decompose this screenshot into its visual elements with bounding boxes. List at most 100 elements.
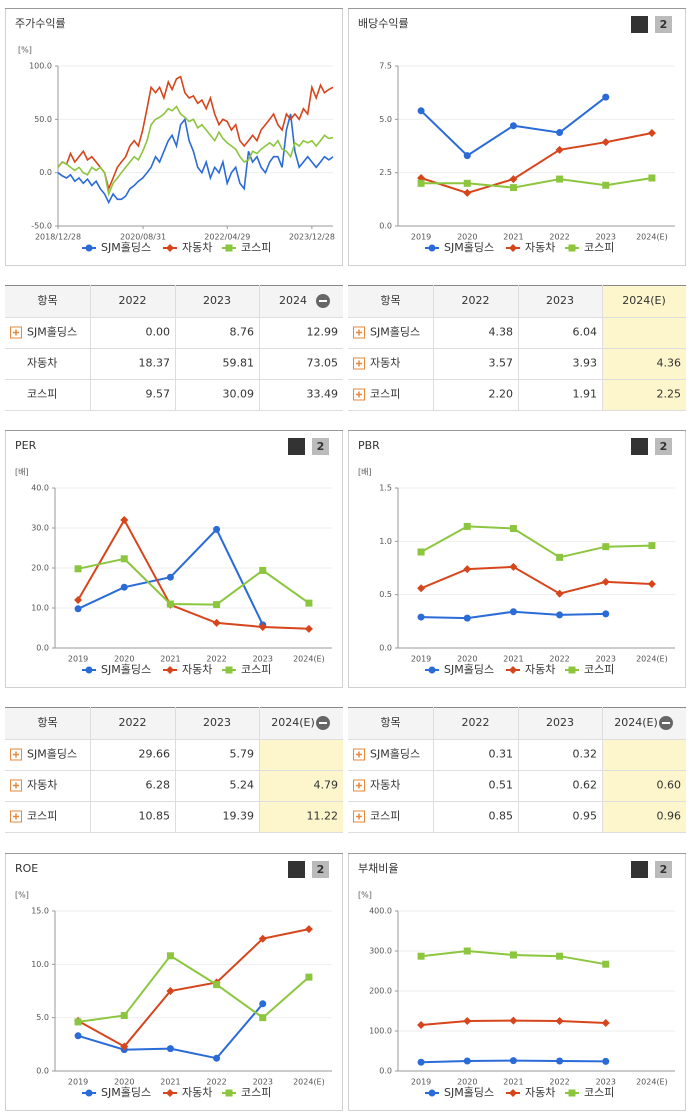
marker xyxy=(166,1089,174,1097)
marker xyxy=(417,613,425,621)
cell-value: 0.32 xyxy=(573,748,598,761)
chart-title: ROE xyxy=(15,862,38,875)
row-name: 자동차 xyxy=(27,779,57,792)
page-button[interactable] xyxy=(655,861,672,878)
y-tick-label: 0.0 xyxy=(36,644,49,653)
cell-value: 5.79 xyxy=(230,748,255,761)
marker xyxy=(120,583,128,591)
cell-value: 2.25 xyxy=(657,388,682,401)
marker xyxy=(166,987,175,995)
y-tick-label: 0.0 xyxy=(39,168,52,177)
legend-label: SJM홀딩스 xyxy=(101,1086,151,1099)
legend-label: SJM홀딩스 xyxy=(444,1086,494,1099)
cell-value: 4.79 xyxy=(314,779,339,792)
highlight xyxy=(259,739,343,832)
page-button[interactable] xyxy=(655,16,672,33)
marker xyxy=(509,1057,517,1065)
marker xyxy=(120,555,128,563)
marker xyxy=(417,107,425,115)
row-name: 자동차 xyxy=(370,779,400,792)
page-button[interactable] xyxy=(288,861,305,878)
x-tick-label: 2022 xyxy=(206,1078,226,1087)
series-line xyxy=(420,565,652,595)
marker xyxy=(225,244,233,252)
page-button-label: 1 xyxy=(293,440,301,453)
page-button[interactable] xyxy=(312,438,329,455)
series-line xyxy=(77,928,310,1048)
marker xyxy=(85,666,93,674)
legend-label: 코스피 xyxy=(241,241,271,254)
page-button[interactable] xyxy=(655,438,672,455)
y-tick-label: 100.0 xyxy=(29,62,52,71)
x-tick-label: 2019 xyxy=(411,1078,431,1087)
page-button[interactable] xyxy=(312,861,329,878)
y-tick-label: 10.0 xyxy=(31,960,49,969)
marker xyxy=(509,666,517,674)
marker xyxy=(120,1042,129,1051)
marker xyxy=(463,947,471,955)
marker xyxy=(428,1089,436,1097)
x-tick-label: 2024(E) xyxy=(636,655,668,664)
row-name: 코스피 xyxy=(370,388,400,401)
marker xyxy=(417,1021,426,1029)
marker xyxy=(213,525,221,533)
chart-title: 주가수익률 xyxy=(15,17,66,30)
row-name: SJM홀딩스 xyxy=(370,326,420,339)
marker xyxy=(509,122,517,130)
marker xyxy=(555,145,564,154)
marker xyxy=(305,599,313,607)
y-tick-label: 5.0 xyxy=(379,115,392,124)
x-tick-label: 2020 xyxy=(457,655,477,664)
y-tick-label: 1.0 xyxy=(379,537,392,546)
marker xyxy=(463,152,471,160)
marker xyxy=(166,666,174,674)
cell-value: 0.00 xyxy=(146,326,171,339)
page-button[interactable] xyxy=(631,438,648,455)
x-tick-label: 2022 xyxy=(206,655,226,664)
cell-value: 33.49 xyxy=(307,388,339,401)
x-tick-label: 2022 xyxy=(549,655,569,664)
marker xyxy=(225,1089,233,1097)
marker xyxy=(463,565,472,574)
marker xyxy=(556,1057,564,1065)
legend-label: 코스피 xyxy=(584,1086,614,1099)
marker xyxy=(463,188,472,197)
page-button-label: 1 xyxy=(293,863,301,876)
page-button[interactable] xyxy=(288,438,305,455)
column-header: 2023 xyxy=(546,716,574,729)
x-tick-label: 2020 xyxy=(457,1078,477,1087)
series-line xyxy=(77,517,309,630)
row-name: SJM홀딩스 xyxy=(27,326,77,339)
collapse-icon-bar xyxy=(662,722,670,724)
column-header: 2023 xyxy=(203,716,231,729)
y-tick-label: 0.5 xyxy=(379,590,392,599)
x-tick-label: 2021 xyxy=(160,655,180,664)
cell-value: 0.31 xyxy=(489,748,514,761)
page-button-label: 1 xyxy=(636,440,644,453)
page-button[interactable] xyxy=(631,861,648,878)
marker xyxy=(568,244,576,252)
marker xyxy=(568,666,576,674)
marker xyxy=(555,1017,564,1025)
cell-value: 5.24 xyxy=(230,779,255,792)
marker xyxy=(74,1032,82,1040)
y-tick-label: 200.0 xyxy=(369,987,392,996)
marker xyxy=(120,1012,128,1020)
panel xyxy=(5,8,343,266)
marker xyxy=(258,623,267,632)
marker xyxy=(428,244,436,252)
y-tick-label: 10.0 xyxy=(31,604,49,613)
x-tick-label: 2021 xyxy=(503,1078,523,1087)
marker xyxy=(568,1089,576,1097)
highlight xyxy=(602,739,686,832)
page-button[interactable] xyxy=(631,16,648,33)
marker xyxy=(463,614,471,622)
marker xyxy=(463,1057,471,1065)
y-unit: [배] xyxy=(15,468,29,477)
legend-label: 코스피 xyxy=(241,663,271,676)
x-tick-label: 2023 xyxy=(253,655,273,664)
marker xyxy=(509,562,518,571)
x-tick-label: 2024(E) xyxy=(636,1078,668,1087)
marker xyxy=(259,1000,267,1008)
